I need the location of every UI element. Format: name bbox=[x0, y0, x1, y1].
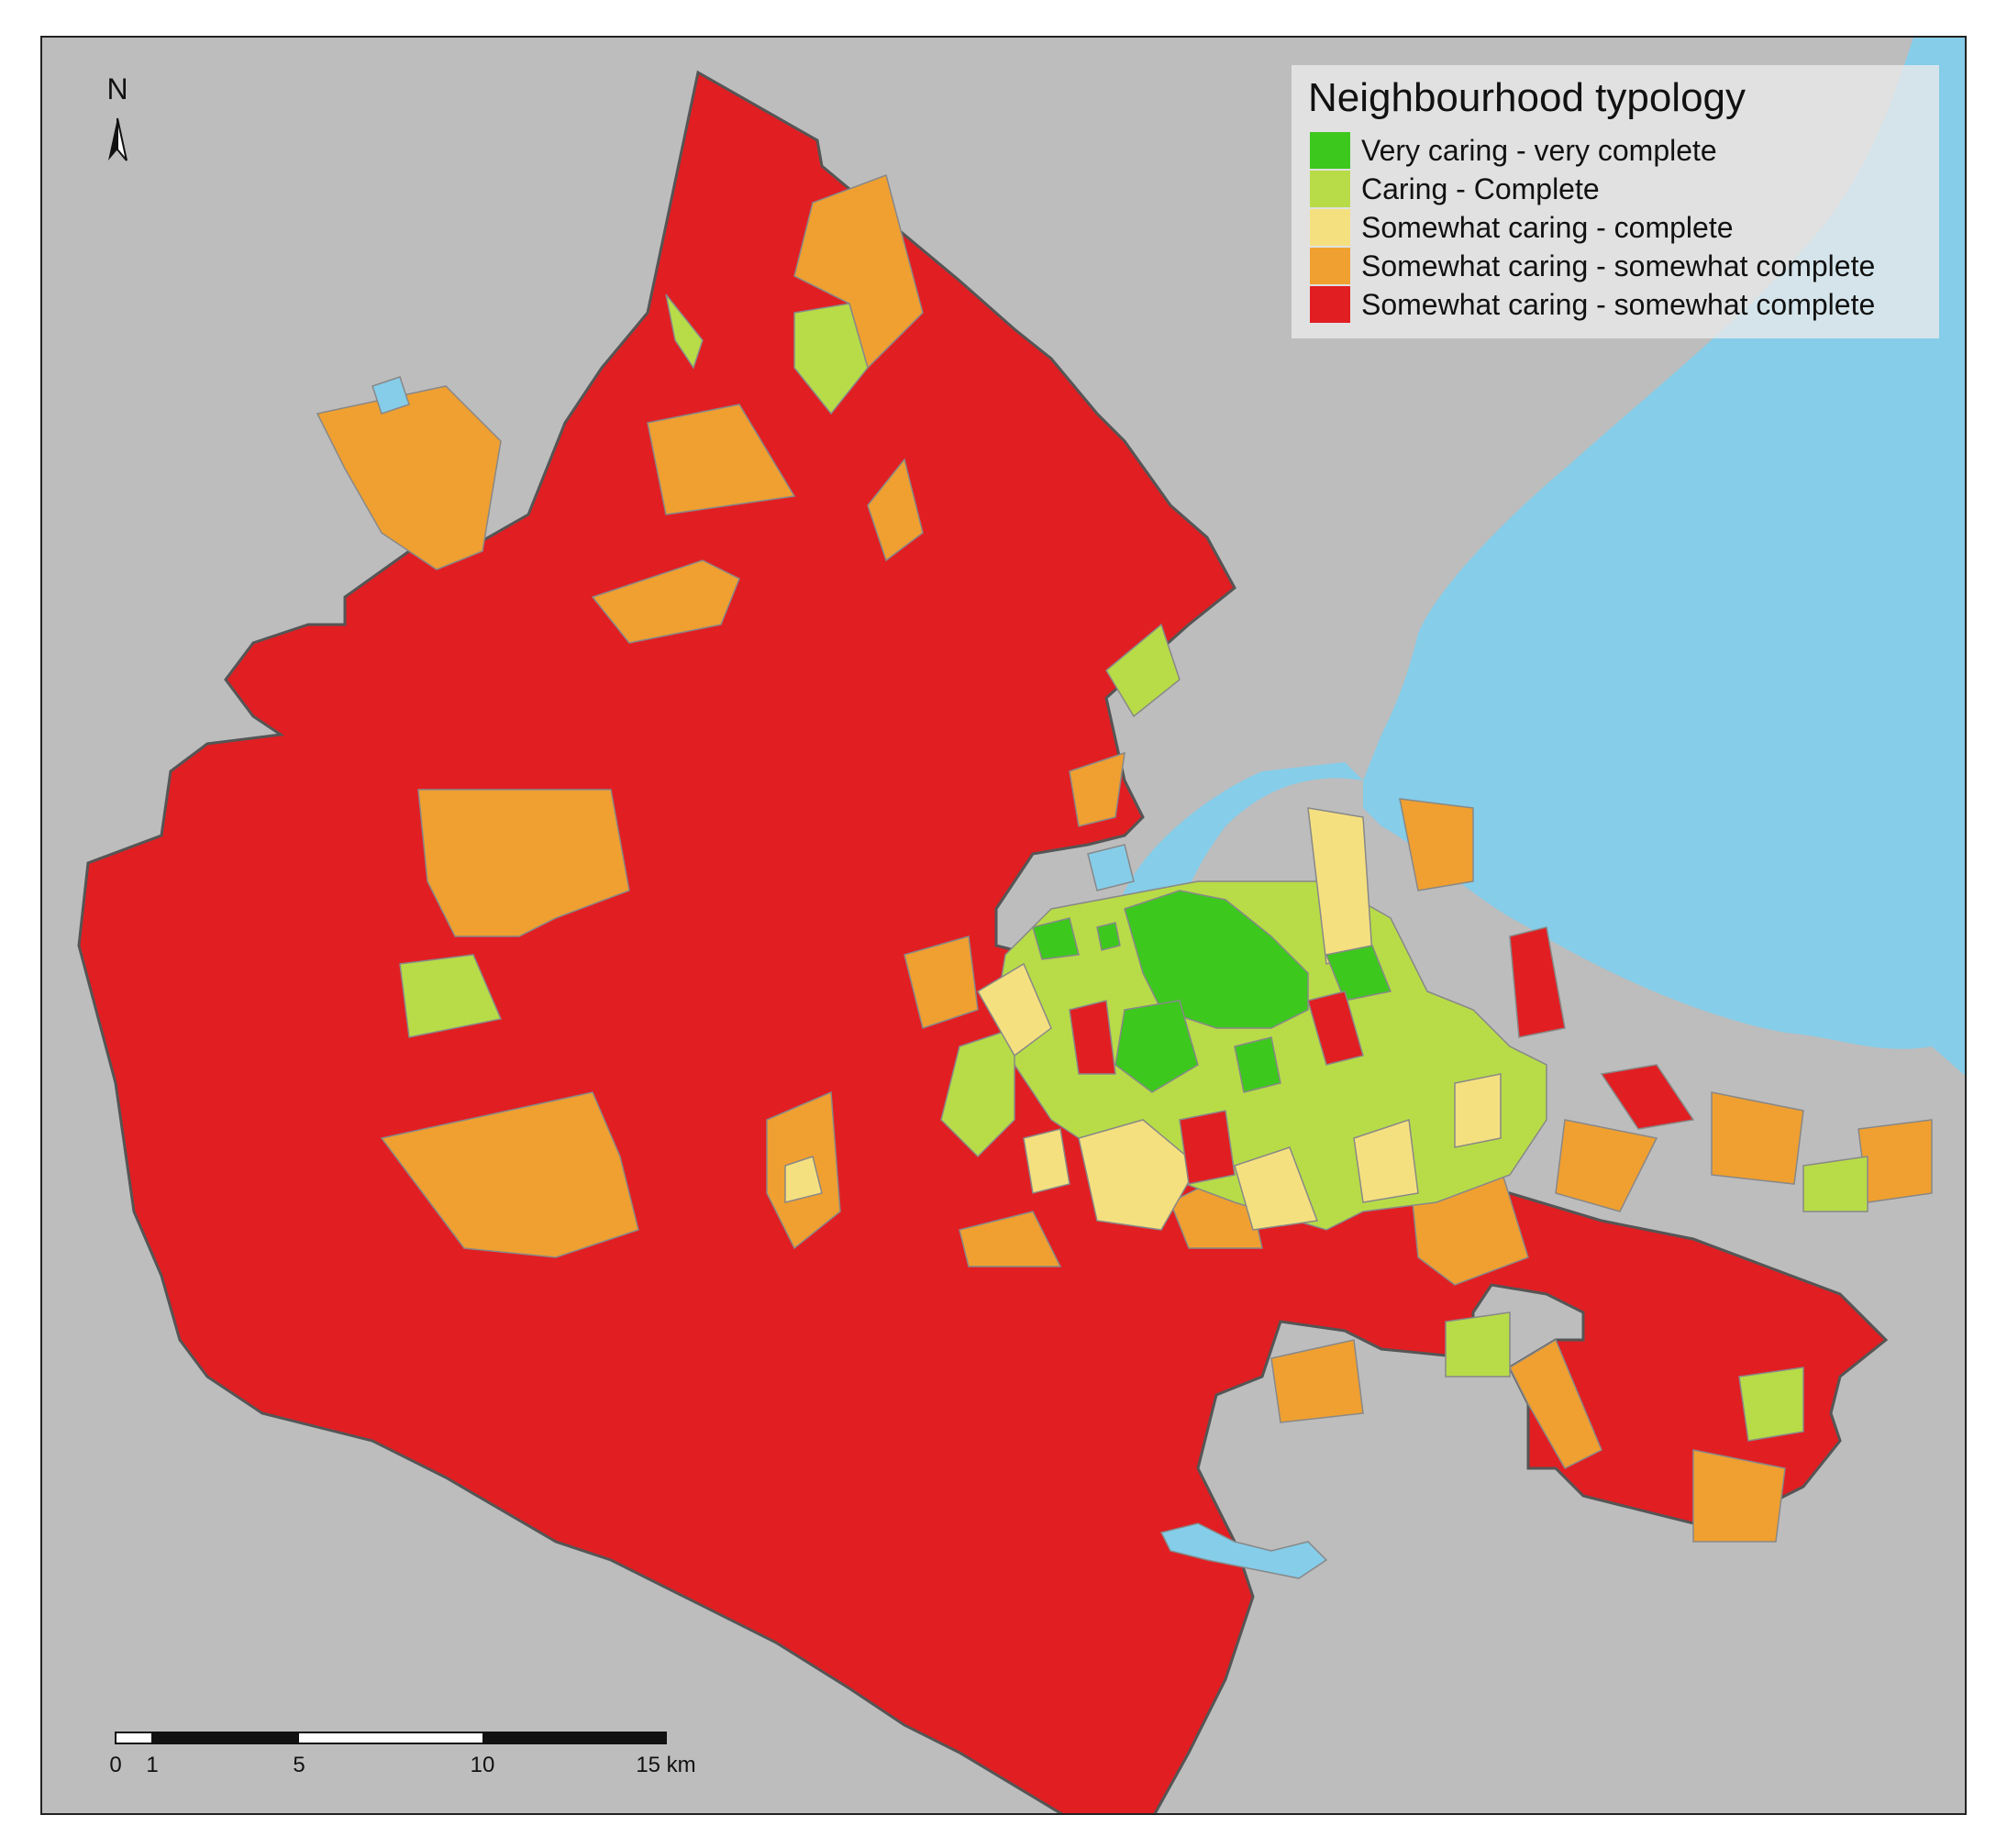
neighbourhood-patch bbox=[1692, 1449, 1786, 1543]
neighbourhood-patch bbox=[1445, 1311, 1511, 1378]
neighbourhood-patch bbox=[1069, 751, 1125, 827]
water-body bbox=[371, 376, 410, 415]
neighbourhood-patch bbox=[1105, 623, 1181, 718]
legend-swatch bbox=[1310, 286, 1350, 323]
neighbourhood-patch bbox=[1325, 945, 1392, 1001]
neighbourhood-patch bbox=[1399, 798, 1474, 891]
neighbourhood-patch bbox=[1711, 1091, 1804, 1185]
neighbourhood-patch bbox=[647, 404, 796, 515]
legend-items: Very caring - very complete Caring - Comp… bbox=[1303, 131, 1928, 324]
legend-swatch bbox=[1310, 209, 1350, 246]
neighbourhood-patch bbox=[867, 458, 924, 562]
neighbourhood-patch bbox=[1857, 1119, 1933, 1203]
scale-label-5: 5 bbox=[293, 1753, 305, 1777]
neighbourhood-patch bbox=[417, 789, 630, 937]
neighbourhood-patch bbox=[1509, 926, 1566, 1038]
scale-label-15: 15 km bbox=[636, 1753, 696, 1777]
legend-label: Very caring - very complete bbox=[1361, 133, 1717, 167]
neighbourhood-patch bbox=[1179, 1110, 1236, 1185]
neighbourhood-patch bbox=[1023, 1128, 1070, 1194]
neighbourhood-patch bbox=[1124, 890, 1309, 1029]
map-frame[interactable]: Neighbourhood typology Very caring - ver… bbox=[40, 36, 1967, 1815]
map-canvas[interactable] bbox=[42, 38, 1967, 1815]
legend-item: Caring - Complete bbox=[1310, 170, 1928, 208]
neighbourhood-patch bbox=[1353, 1118, 1419, 1203]
legend-label: Somewhat caring - complete bbox=[1361, 210, 1734, 244]
scale-label-1: 1 bbox=[146, 1753, 159, 1777]
neighbourhood-patch bbox=[1270, 1339, 1364, 1423]
legend-swatch bbox=[1310, 171, 1350, 207]
neighbourhood-patch bbox=[380, 1091, 639, 1258]
neighbourhood-patch bbox=[784, 1156, 823, 1203]
lake-ontario bbox=[1115, 38, 1965, 1076]
neighbourhood-patch bbox=[1555, 1119, 1658, 1212]
neighbourhood-patch bbox=[976, 962, 1052, 1057]
neighbourhood-patch bbox=[793, 303, 869, 415]
neighbourhood-patch bbox=[1509, 1338, 1602, 1469]
scale-bar: 0 1 5 10 15 km bbox=[79, 1731, 721, 1804]
legend-swatch bbox=[1310, 132, 1350, 169]
legend-title: Neighbourhood typology bbox=[1308, 75, 1746, 120]
neighbourhood-patch bbox=[959, 1211, 1062, 1267]
legend-label: Somewhat caring - somewhat complete bbox=[1361, 249, 1876, 282]
scale-label-0: 0 bbox=[109, 1753, 122, 1777]
region-red-base bbox=[77, 70, 1889, 1813]
neighbourhood-patch bbox=[316, 385, 502, 570]
legend-label: Caring - Complete bbox=[1361, 172, 1600, 205]
neighbourhood-patch bbox=[1454, 1073, 1502, 1148]
water-body bbox=[1087, 844, 1135, 891]
neighbourhood-patch bbox=[1096, 922, 1121, 951]
neighbourhood-patch bbox=[1738, 1367, 1804, 1442]
neighbourhood-patch bbox=[1114, 1000, 1199, 1093]
neighbourhood-patch bbox=[1078, 1119, 1199, 1231]
scale-bar-graphic bbox=[115, 1732, 667, 1744]
neighbourhood-patch bbox=[665, 293, 704, 370]
legend-item: Somewhat caring - complete bbox=[1310, 208, 1928, 247]
scale-label-10: 10 bbox=[470, 1753, 495, 1777]
neighbourhood-patch bbox=[1032, 917, 1080, 960]
neighbourhood-patch bbox=[1234, 1036, 1281, 1093]
neighbourhood-patch bbox=[1600, 1064, 1695, 1130]
north-arrow-icon bbox=[108, 117, 128, 161]
water-body bbox=[1159, 1522, 1328, 1579]
neighbourhood-patch bbox=[904, 935, 979, 1029]
neighbourhood-patch bbox=[1069, 1000, 1116, 1075]
legend-swatch bbox=[1310, 248, 1350, 284]
neighbourhood-patch bbox=[1234, 1146, 1319, 1231]
neighbourhood-patch bbox=[1802, 1156, 1868, 1212]
north-letter: N bbox=[106, 72, 128, 105]
legend-item: Somewhat caring - somewhat complete bbox=[1310, 247, 1928, 285]
legend-item: Somewhat caring - somewhat complete bbox=[1310, 285, 1928, 324]
neighbourhood-patch bbox=[591, 559, 740, 644]
legend: Neighbourhood typology Very caring - ver… bbox=[1292, 65, 1939, 338]
north-arrow: N bbox=[99, 72, 136, 164]
neighbourhood-patch bbox=[399, 954, 503, 1038]
neighbourhood-patch bbox=[1307, 990, 1364, 1066]
legend-item: Very caring - very complete bbox=[1310, 131, 1928, 170]
legend-label: Somewhat caring - somewhat complete bbox=[1361, 287, 1876, 321]
